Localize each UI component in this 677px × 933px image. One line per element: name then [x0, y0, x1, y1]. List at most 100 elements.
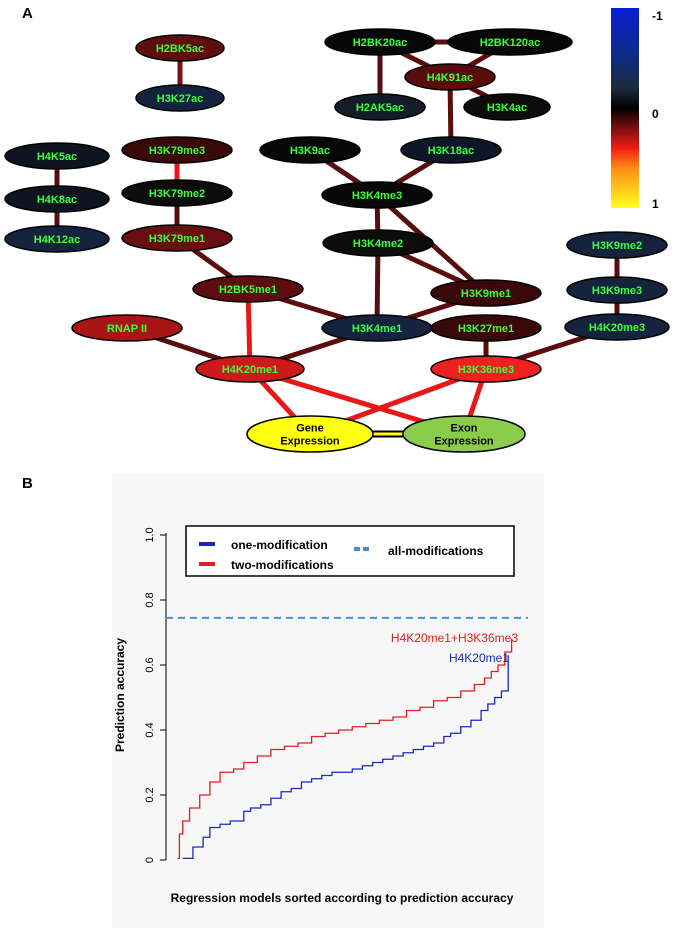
- node-shape-H4K8ac: [4, 185, 110, 213]
- node-H2BK5me1: H2BK5me1: [192, 275, 304, 303]
- node-shape-H3K9me3: [566, 276, 668, 304]
- node-shape-H3K79me1: [121, 224, 233, 252]
- panel-a-letter: A: [22, 5, 33, 22]
- node-shape-H3K9ac: [259, 136, 361, 164]
- node-shape-H3K79me2: [121, 179, 233, 207]
- panel-a-network: A H2BK5ac H3K27ac H2BK20ac H2BK120ac H4K91ac…: [4, 5, 670, 453]
- node-label-H3K9me2: H3K9me2: [592, 240, 642, 252]
- node-H2BK5ac: H2BK5ac: [135, 34, 225, 62]
- node-H3K79me3: H3K79me3: [121, 136, 233, 164]
- node-shape-H3K27me1: [430, 314, 542, 342]
- node-label-H2BK120ac: H2BK120ac: [480, 37, 541, 49]
- node-label-H3K36me3: H3K36me3: [458, 364, 514, 376]
- node-label-H2BK5me1: H2BK5me1: [219, 284, 277, 296]
- node-H4K5ac: H4K5ac: [4, 142, 110, 170]
- colorbar-label-min: -1: [652, 9, 663, 23]
- panel-b-chart: B 0 0.2 0.4 0.6 0.8 1.0 Prediction accuracy R…: [22, 474, 544, 928]
- node-label-H2BK20ac: H2BK20ac: [353, 37, 407, 49]
- node-H3K4me2: H3K4me2: [322, 229, 434, 257]
- node-label-H3K9ac: H3K9ac: [290, 145, 330, 157]
- node-shape-H3K9me2: [566, 231, 668, 259]
- node-H3K36me3: H3K36me3: [430, 355, 542, 383]
- node-H4K20me1: H4K20me1: [195, 355, 305, 383]
- node-H4K20me3: H4K20me3: [564, 313, 670, 341]
- node-H4K12ac: H4K12ac: [4, 225, 110, 253]
- node-label-H4K12ac: H4K12ac: [34, 234, 80, 246]
- node-H2BK20ac: H2BK20ac: [324, 28, 436, 56]
- y-tick-label-5: 1.0: [144, 527, 156, 542]
- node-label-H3K79me2: H3K79me2: [149, 188, 205, 200]
- node-label-H3K9me1: H3K9me1: [461, 288, 511, 300]
- node-H2BK120ac: H2BK120ac: [447, 28, 573, 56]
- node-shape-H4K5ac: [4, 142, 110, 170]
- node-H3K27ac: H3K27ac: [135, 84, 225, 112]
- legend-label-one-mod: one-modification: [231, 538, 328, 552]
- node-RNAPII: RNAP II: [71, 314, 183, 342]
- node-shape-H4K20me3: [564, 313, 670, 341]
- node-label-ExonExpr: Exon Expression: [434, 423, 494, 448]
- node-shape-H4K20me1: [195, 355, 305, 383]
- node-label-H3K4me2: H3K4me2: [353, 238, 403, 250]
- node-label-H3K4me3: H3K4me3: [352, 190, 402, 202]
- node-H4K91ac: H4K91ac: [404, 63, 496, 91]
- legend-label-two-mod: two-modifications: [231, 558, 334, 572]
- node-shape-H4K12ac: [4, 225, 110, 253]
- node-shape-GeneExpr: [246, 415, 374, 453]
- node-H4K8ac: H4K8ac: [4, 185, 110, 213]
- node-shape-H3K4ac: [463, 93, 551, 121]
- node-label-H3K4me1: H3K4me1: [352, 323, 402, 335]
- node-H3K79me1: H3K79me1: [121, 224, 233, 252]
- node-H3K9me3: H3K9me3: [566, 276, 668, 304]
- y-tick-label-0: 0: [144, 857, 156, 863]
- edge-H3K4me2-H3K4me1: [374, 242, 381, 329]
- node-label-H4K20me1: H4K20me1: [222, 364, 278, 376]
- node-GeneExpr: Gene Expression: [246, 415, 374, 453]
- legend-label-all-mod: all-modifications: [388, 544, 484, 558]
- y-tick-label-3: 0.6: [144, 657, 156, 672]
- node-shape-H2BK5ac: [135, 34, 225, 62]
- node-shape-H2BK120ac: [447, 28, 573, 56]
- node-shape-H2BK5me1: [192, 275, 304, 303]
- node-H3K18ac: H3K18ac: [400, 136, 502, 164]
- legend: one-modification two-modifications all-m…: [185, 525, 515, 577]
- node-shape-RNAPII: [71, 314, 183, 342]
- node-label-H3K79me1: H3K79me1: [149, 233, 205, 245]
- node-H3K4me1: H3K4me1: [321, 314, 433, 342]
- node-H3K9ac: H3K9ac: [259, 136, 361, 164]
- node-H3K27me1: H3K27me1: [430, 314, 542, 342]
- annotation-one-mod: H4K20me1: [449, 651, 509, 665]
- node-label-H2AK5ac: H2AK5ac: [356, 102, 404, 114]
- node-H3K4me3: H3K4me3: [321, 181, 433, 209]
- node-label-GeneExpr: Gene Expression: [280, 423, 340, 448]
- y-ticks: 0 0.2 0.4 0.6 0.8 1.0: [144, 527, 166, 863]
- node-label-H2BK5ac: H2BK5ac: [156, 43, 204, 55]
- node-label-H3K4ac: H3K4ac: [487, 102, 527, 114]
- node-label-H4K8ac: H4K8ac: [37, 194, 77, 206]
- node-shape-H3K18ac: [400, 136, 502, 164]
- y-tick-label-1: 0.2: [144, 787, 156, 802]
- colorbar-label-max: 1: [652, 197, 659, 211]
- legend-box: [185, 525, 515, 577]
- node-shape-H3K79me3: [121, 136, 233, 164]
- node-shape-H4K91ac: [404, 63, 496, 91]
- y-axis-title: Prediction accuracy: [113, 638, 127, 752]
- y-tick-label-2: 0.4: [144, 722, 156, 737]
- node-shape-H3K4me2: [322, 229, 434, 257]
- y-tick-label-4: 0.8: [144, 592, 156, 607]
- node-label-RNAPII: RNAP II: [107, 323, 147, 335]
- node-label-H3K27ac: H3K27ac: [157, 93, 203, 105]
- node-shape-H3K4me3: [321, 181, 433, 209]
- node-label-H3K27me1: H3K27me1: [458, 323, 514, 335]
- node-shape-H3K27ac: [135, 84, 225, 112]
- node-H2AK5ac: H2AK5ac: [334, 93, 426, 121]
- x-axis-title: Regression models sorted according to pr…: [171, 891, 514, 905]
- series-line-one-modification: [182, 655, 509, 860]
- node-H3K9me2: H3K9me2: [566, 231, 668, 259]
- node-H3K9me1: H3K9me1: [430, 279, 542, 307]
- node-label-H4K91ac: H4K91ac: [427, 72, 473, 84]
- node-ExonExpr: Exon Expression: [402, 415, 526, 453]
- node-shape-H2AK5ac: [334, 93, 426, 121]
- panel-b-letter: B: [22, 475, 33, 492]
- series-line-two-modifications: [177, 639, 513, 860]
